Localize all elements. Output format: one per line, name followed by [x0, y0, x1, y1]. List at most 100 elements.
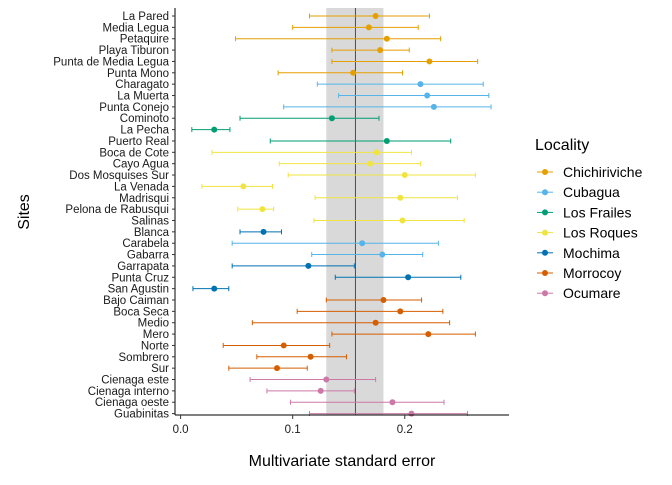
- y-tick-label: La Pared: [122, 11, 169, 23]
- y-tick-label: Punta Cruz: [111, 272, 169, 284]
- legend-key-point: [542, 249, 548, 256]
- error-bar: [331, 47, 410, 53]
- data-point: [259, 206, 266, 213]
- legend-item: Ocumare: [537, 285, 621, 301]
- error-bar: [283, 104, 492, 110]
- error-bar: [222, 342, 331, 348]
- data-point: [399, 217, 406, 224]
- y-tick-label: Blanca: [134, 227, 170, 239]
- y-tick-label: Cienaga interno: [88, 386, 169, 398]
- legend-label: Chichiriviche: [563, 164, 643, 180]
- error-bar: [331, 58, 479, 64]
- legend-key-point: [542, 270, 548, 276]
- legend-item: Cubagua: [537, 184, 620, 200]
- y-tick-label: Gabarra: [127, 250, 170, 262]
- y-tick-label: Punta de Media Legua: [53, 56, 169, 68]
- data-point: [426, 58, 433, 65]
- data-point: [260, 228, 267, 235]
- y-tick-label: Medio: [138, 318, 169, 330]
- y-tick-label: San Agustin: [108, 284, 169, 296]
- legend-item: Mochima: [537, 245, 620, 261]
- data-point: [305, 262, 312, 269]
- error-bar: [277, 70, 404, 76]
- data-point: [328, 115, 335, 122]
- data-point: [379, 251, 386, 258]
- y-tick-label: Boca de Cote: [99, 147, 169, 159]
- error-bar: [237, 206, 275, 212]
- error-bar: [316, 81, 484, 87]
- data-point: [397, 194, 404, 201]
- error-bar: [249, 377, 377, 383]
- error-bar: [231, 240, 439, 246]
- error-bar: [192, 286, 230, 292]
- error-bar: [292, 24, 419, 30]
- y-tick-label: Punta Mono: [107, 68, 169, 80]
- error-bar: [239, 115, 380, 121]
- data-point: [424, 92, 431, 99]
- legend-label: Mochima: [563, 245, 620, 261]
- data-point: [408, 410, 415, 417]
- error-bar: [228, 365, 308, 371]
- error-bar: [256, 354, 347, 360]
- y-tick-label: Carabela: [122, 238, 169, 250]
- data-point: [273, 365, 280, 372]
- legend: Chichiriviche Cubagua Los Frailes Los Roque…: [537, 164, 643, 301]
- x-tick-label: 0.1: [285, 424, 301, 436]
- legend-label: Cubagua: [563, 184, 620, 200]
- data-point: [389, 399, 396, 406]
- legend-title: Locality: [535, 137, 589, 154]
- data-point: [307, 353, 314, 360]
- error-bar: [308, 13, 430, 19]
- y-tick-label: Puerto Real: [108, 136, 169, 148]
- y-tick-label: Punta Conejo: [99, 102, 169, 114]
- y-tick-label: Sur: [151, 363, 169, 375]
- y-tick-label: Bajo Caiman: [103, 295, 169, 307]
- y-tick-label: La Pecha: [120, 125, 169, 137]
- error-bar: [251, 320, 451, 326]
- y-tick-label: Media Legua: [103, 22, 170, 34]
- data-point: [405, 274, 412, 281]
- legend-key-point: [542, 169, 548, 175]
- legend-item: Chichiriviche: [537, 164, 643, 180]
- data-point: [365, 24, 372, 31]
- error-bar: [266, 388, 355, 394]
- data-point: [211, 285, 218, 292]
- data-point: [372, 319, 379, 326]
- error-bar: [191, 127, 231, 133]
- error-bar: [334, 274, 462, 280]
- x-axis-title: Multivariate standard error: [249, 453, 436, 470]
- y-axis-title: Sites: [16, 194, 33, 230]
- y-tick-label: Pelona de Rabusqui: [65, 204, 169, 216]
- legend-item: Los Roques: [537, 225, 638, 241]
- legend-label: Los Frailes: [563, 204, 631, 220]
- error-bar: [269, 138, 452, 144]
- data-point: [397, 308, 404, 315]
- y-tick-label: Dos Mosquises Sur: [69, 170, 169, 182]
- legend-label: Los Roques: [563, 225, 638, 241]
- y-tick-label: Cienaga oeste: [95, 397, 169, 409]
- data-point: [425, 331, 432, 338]
- legend-key-point: [542, 229, 548, 236]
- error-bar: [231, 263, 355, 269]
- y-tick-label: Garrapata: [117, 261, 169, 273]
- y-tick-label: Cayo Agua: [113, 159, 170, 171]
- x-tick-label: 0.2: [397, 424, 413, 436]
- y-tick-label: Madrisqui: [119, 193, 169, 205]
- y-tick-label: Playa Tiburon: [99, 45, 169, 57]
- error-bar: [289, 399, 445, 405]
- legend-label: Morrocoy: [563, 265, 621, 281]
- y-tick-label: La Venada: [114, 181, 170, 193]
- y-tick-label: Cominoto: [120, 113, 169, 125]
- data-point: [372, 13, 379, 19]
- y-tick-label: La Muerta: [117, 91, 169, 103]
- data-point: [380, 297, 387, 303]
- data-point: [373, 149, 380, 156]
- error-bar: [201, 183, 274, 189]
- error-bar: [325, 297, 423, 303]
- data-point: [323, 376, 330, 383]
- error-bar: [287, 172, 476, 178]
- data-point: [211, 126, 218, 133]
- y-tick-label: Petaquire: [120, 34, 169, 46]
